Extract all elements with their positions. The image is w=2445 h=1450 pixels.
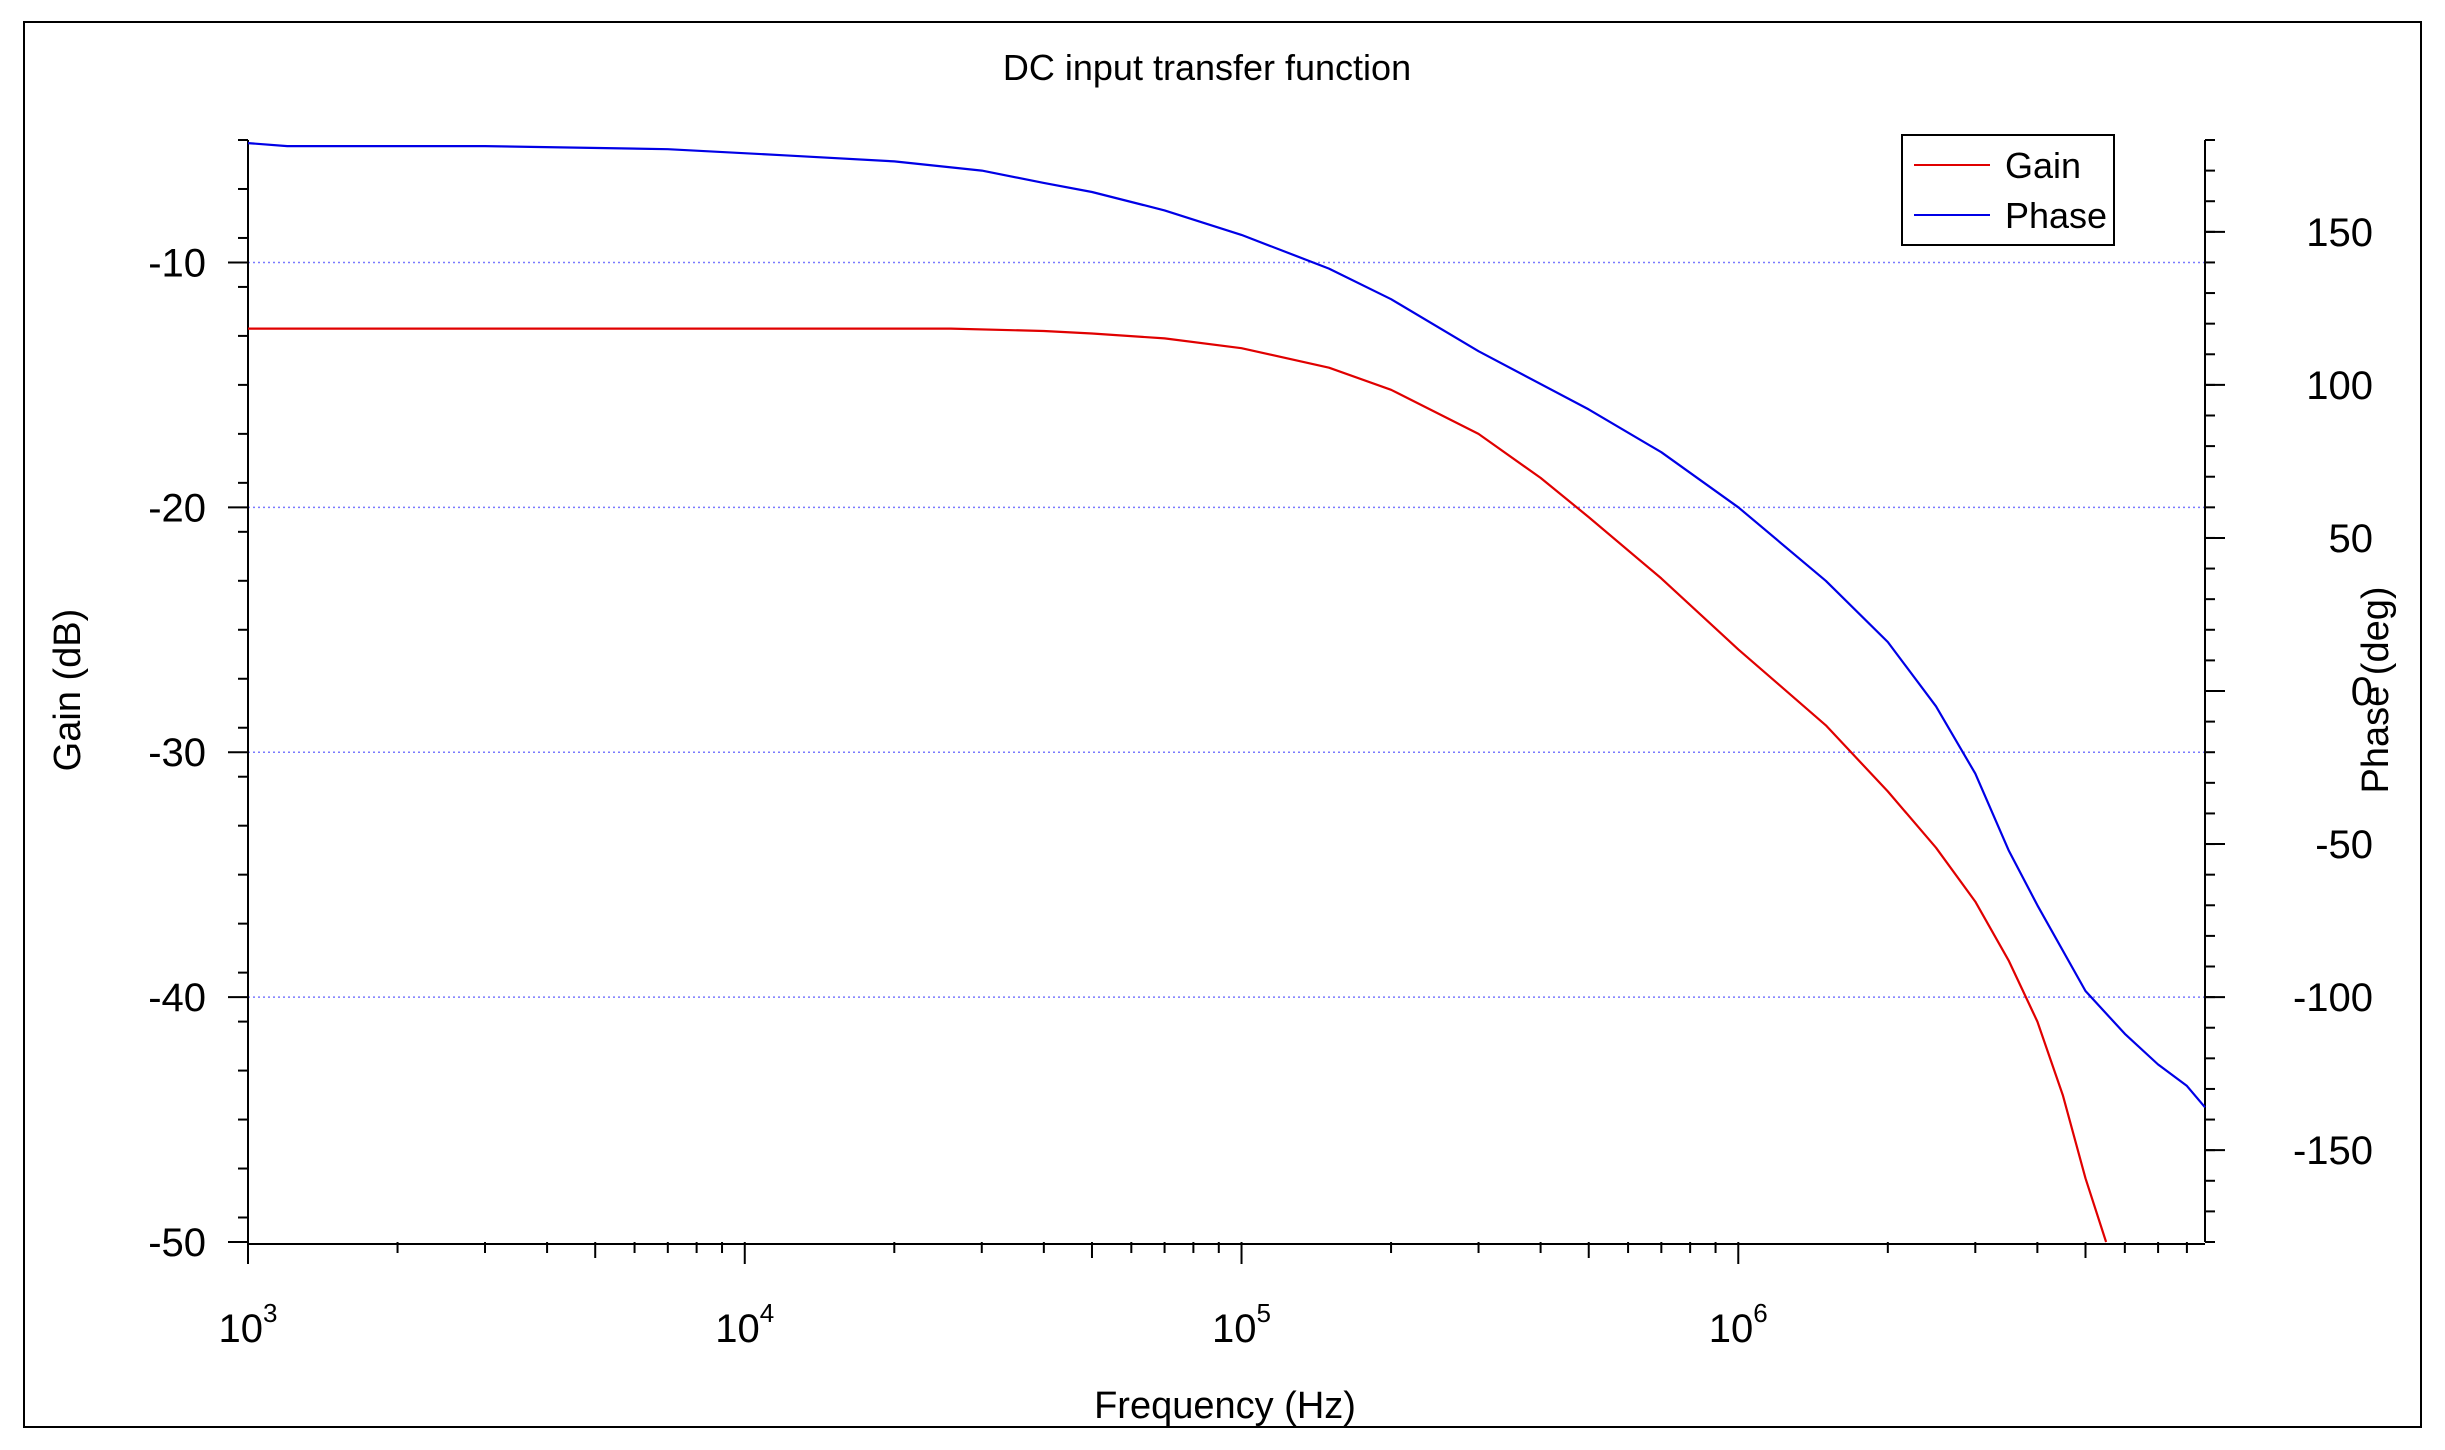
legend-label-gain: Gain <box>2005 145 2081 186</box>
series-line-phase <box>247 142 2206 1109</box>
x-axis-ticks: 103 104 105 106 <box>219 1242 2188 1351</box>
series-lines <box>247 142 2206 1243</box>
x-tick-label: 105 <box>1212 1298 1271 1351</box>
chart-title: DC input transfer function <box>1003 47 1411 88</box>
right-axis-ticks: 150 100 50 0 -50 -100 -150 <box>2205 139 2374 1243</box>
right-axis-label: Phase (deg) <box>2355 586 2397 793</box>
x-tick-exponent: 3 <box>263 1298 277 1328</box>
left-tick-label: -50 <box>148 1221 206 1265</box>
outer-frame <box>23 21 2422 1428</box>
legend-box <box>1901 134 2115 246</box>
left-tick-label: -20 <box>148 486 206 530</box>
right-tick-label: 150 <box>2306 211 2373 255</box>
x-tick-label: 104 <box>715 1298 774 1351</box>
x-tick-exponent: 4 <box>760 1298 774 1328</box>
legend: Gain Phase <box>1901 134 2115 246</box>
left-tick-label: -10 <box>148 241 206 285</box>
right-tick-label: 50 <box>2329 517 2374 561</box>
legend-label-phase: Phase <box>2005 195 2107 236</box>
right-tick-label: 0 <box>2351 670 2373 714</box>
series-line-gain <box>248 327 2108 1243</box>
right-tick-label: 100 <box>2306 364 2373 408</box>
x-tick-label: 103 <box>219 1298 278 1351</box>
grid-lines <box>248 261 2205 998</box>
x-tick-base: 10 <box>219 1307 264 1351</box>
right-tick-label: -50 <box>2315 823 2373 867</box>
x-tick-exponent: 5 <box>1257 1298 1271 1328</box>
x-tick-base: 10 <box>1212 1307 1257 1351</box>
left-tick-label: -30 <box>148 731 206 775</box>
left-tick-label: -40 <box>148 976 206 1020</box>
x-tick-base: 10 <box>715 1307 760 1351</box>
x-axis-label: Frequency (Hz) <box>1094 1385 1356 1427</box>
x-tick-exponent: 6 <box>1753 1298 1767 1328</box>
left-axis-label: Gain (dB) <box>47 609 89 772</box>
x-tick-label: 106 <box>1709 1298 1768 1351</box>
right-tick-label: -150 <box>2293 1129 2373 1173</box>
x-tick-base: 10 <box>1709 1307 1754 1351</box>
right-tick-label: -100 <box>2293 976 2373 1020</box>
left-axis-ticks: -10 -20 -30 -40 -50 <box>148 139 248 1265</box>
